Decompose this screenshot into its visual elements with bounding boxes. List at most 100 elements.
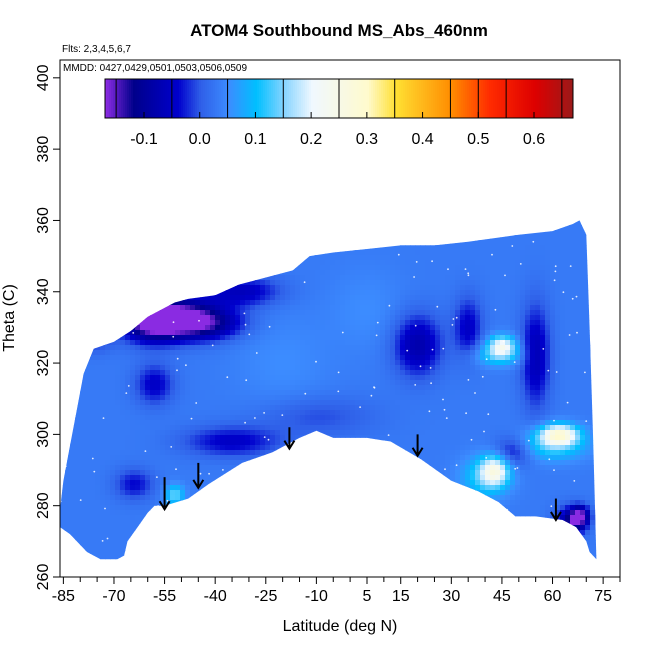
heat-cell (110, 335, 116, 341)
heat-cell (230, 375, 236, 381)
heat-cell (135, 125, 141, 131)
heat-cell (130, 410, 136, 416)
heat-cell (250, 220, 256, 221)
heat-cell (275, 450, 281, 456)
heat-cell (100, 170, 106, 176)
heat-cell (95, 325, 101, 331)
heat-cell (220, 555, 226, 560)
heat-cell (285, 360, 291, 366)
heat-cell (185, 260, 191, 266)
heat-cell (200, 165, 206, 171)
heat-cell (145, 180, 151, 186)
heat-cell (120, 300, 126, 306)
heat-cell (270, 220, 276, 226)
heat-cell (210, 205, 216, 211)
heat-cell (60, 470, 66, 476)
heat-cell (165, 450, 171, 456)
heat-cell (245, 460, 251, 466)
heat-cell (65, 280, 71, 286)
heat-cell (225, 320, 231, 326)
heat-cell (210, 150, 216, 156)
heat-cell (220, 275, 226, 281)
heat-cell (210, 450, 216, 456)
heat-cell (230, 385, 236, 391)
heat-cell (125, 240, 131, 246)
heat-cell (255, 285, 261, 291)
heat-cell (245, 540, 251, 546)
heat-cell (165, 175, 171, 181)
heat-cell (255, 265, 261, 271)
heat-cell (155, 575, 161, 581)
heat-cell (70, 350, 76, 356)
heat-cell (155, 560, 161, 566)
heat-cell (70, 165, 76, 171)
heat-cell (265, 430, 271, 436)
heat-cell (285, 235, 291, 241)
heat-cell (175, 360, 181, 366)
heat-cell (140, 230, 146, 236)
heat-cell (70, 520, 76, 526)
heat-cell (210, 280, 216, 286)
heat-cell (120, 360, 126, 366)
heat-cell (95, 115, 101, 121)
heat-cell (135, 330, 141, 336)
heat-cell (70, 445, 76, 451)
heat-cell (145, 220, 151, 226)
heat-cell (235, 475, 241, 481)
heat-cell (180, 255, 186, 261)
heat-cell (295, 155, 301, 161)
heat-cell (135, 210, 141, 216)
heat-cell (80, 425, 86, 431)
heat-cell (240, 370, 246, 376)
heat-cell (230, 285, 236, 291)
heat-cell (65, 390, 71, 396)
heat-cell (245, 395, 251, 401)
heat-cell (155, 320, 161, 326)
heat-cell (280, 240, 286, 246)
heat-cell (160, 405, 166, 411)
heat-cell (240, 175, 246, 181)
heat-cell (230, 405, 236, 411)
heat-cell (245, 300, 251, 306)
heat-cell (155, 485, 161, 491)
heat-cell (265, 365, 271, 371)
heat-cell (85, 245, 91, 251)
heat-cell (265, 425, 271, 431)
heat-cell (160, 430, 166, 436)
heat-cell (115, 255, 121, 261)
heat-cell (215, 515, 221, 521)
heat-cell (295, 370, 301, 376)
heat-cell (240, 340, 246, 346)
heat-cell (255, 65, 261, 71)
heat-cell (145, 270, 151, 276)
heat-cell (255, 260, 261, 266)
heat-cell (135, 120, 141, 126)
heat-cell (145, 400, 151, 406)
heat-cell (245, 280, 251, 286)
heat-cell (205, 205, 211, 211)
heat-cell (175, 450, 181, 456)
heat-cell (215, 285, 221, 291)
heat-cell (155, 510, 161, 516)
heat-cell (295, 405, 301, 411)
heat-cell (235, 400, 241, 406)
heat-cell (190, 160, 196, 166)
heat-cell (150, 185, 156, 191)
heat-cell (275, 230, 281, 236)
heat-cell (75, 360, 81, 366)
heat-cell (170, 375, 176, 381)
heat-cell (110, 555, 116, 560)
heat-cell (65, 450, 71, 456)
heat-cell (240, 220, 246, 221)
heat-cell (260, 395, 266, 401)
heat-cell (260, 325, 266, 331)
heat-cell (185, 245, 191, 251)
heat-cell (230, 185, 236, 191)
heat-cell (80, 450, 86, 456)
heat-cell (195, 570, 201, 576)
heat-cell (90, 515, 96, 521)
heat-cell (125, 420, 131, 426)
heat-cell (135, 430, 141, 436)
heat-cell (175, 375, 181, 381)
heat-cell (290, 375, 296, 381)
